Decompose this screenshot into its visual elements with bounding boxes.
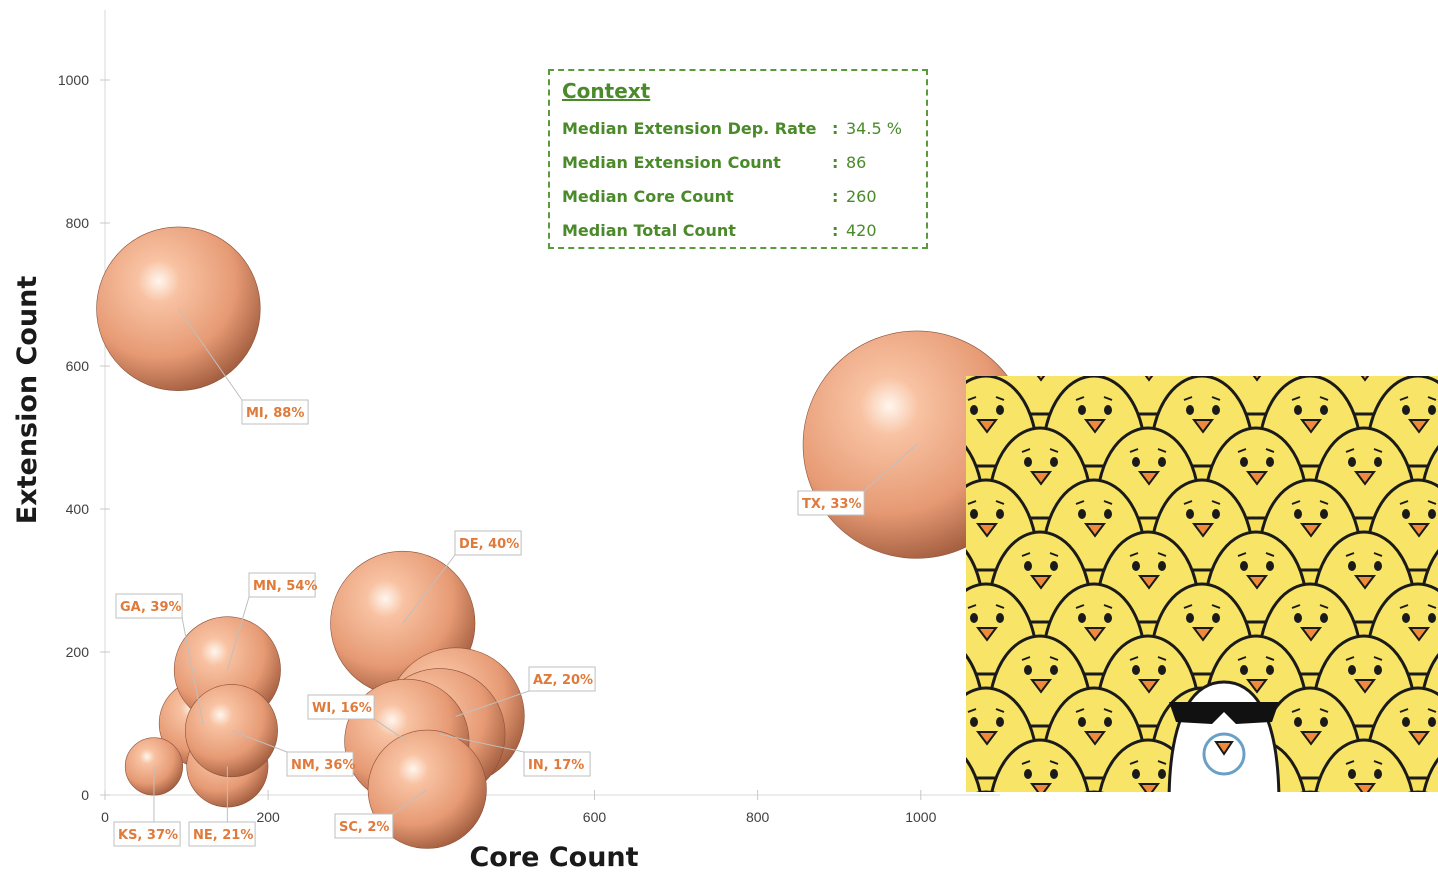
- bubble-label: AZ, 20%: [533, 673, 593, 688]
- bubble-label-box: [523, 751, 591, 777]
- bubble-label-box: [115, 593, 183, 619]
- label-leader-line: [439, 733, 525, 753]
- cool-chick: [1167, 680, 1281, 792]
- context-value: 260: [846, 186, 877, 206]
- bubble-label-box: [241, 399, 309, 425]
- bubble-label-box: [248, 572, 316, 598]
- x-tick-label: 200: [256, 809, 280, 825]
- chick: [1422, 757, 1438, 792]
- sunglasses-icon: [1169, 702, 1279, 724]
- y-tick-label: 0: [81, 787, 89, 803]
- bubble-label-box: [307, 694, 375, 720]
- context-colon: :: [832, 220, 839, 240]
- bubble-label: NE, 21%: [193, 828, 253, 843]
- x-tick-label: 800: [746, 809, 770, 825]
- bubble-label: MI, 88%: [246, 406, 304, 421]
- bubble-labels: MI, 88% TX, 33% DE, 40% MN, 54% GA, 39% AZ, 2…: [113, 308, 918, 847]
- context-title: Context: [562, 79, 651, 103]
- bubble-label-box: [797, 490, 865, 516]
- label-leader-line: [402, 554, 456, 624]
- bubble-label-box: [454, 530, 522, 556]
- bubble-label: KS, 37%: [118, 828, 178, 843]
- context-key: Median Extension Count: [562, 152, 781, 172]
- bubble-label-box: [286, 751, 354, 777]
- context-row-median-total-count: Median Total Count : 420: [562, 213, 914, 247]
- context-row-median-core-count: Median Core Count : 260: [562, 179, 914, 213]
- bubble-label: TX, 33%: [802, 497, 861, 512]
- y-tick-label: 400: [66, 501, 90, 517]
- y-tick-label: 1000: [58, 72, 89, 88]
- bubble-label: SC, 2%: [339, 820, 389, 835]
- label-leader-line: [863, 444, 918, 492]
- label-leader-line: [392, 788, 428, 815]
- bubble-label: NM, 36%: [291, 758, 355, 773]
- context-row-median-ext-rate: Median Extension Dep. Rate : 34.5 %: [562, 111, 914, 145]
- context-row-median-ext-count: Median Extension Count : 86: [562, 145, 914, 179]
- context-colon: :: [832, 118, 839, 138]
- y-axis-title: Extension Count: [12, 276, 43, 525]
- bubble-label: MN, 54%: [253, 579, 317, 594]
- y-tick-label: 800: [66, 215, 90, 231]
- chick-crowd-with-sunglasses-icon: [966, 376, 1438, 792]
- context-value: 86: [846, 152, 867, 172]
- bubble-label: DE, 40%: [459, 537, 519, 552]
- label-leader-line: [231, 730, 288, 753]
- bubble-label: GA, 39%: [120, 600, 182, 615]
- context-colon: :: [832, 152, 839, 172]
- label-leader-line: [226, 596, 250, 671]
- bubble-label-box: [113, 821, 181, 847]
- bubble-label: IN, 17%: [528, 758, 584, 773]
- context-key: Median Core Count: [562, 186, 734, 206]
- chick-illustration: [966, 376, 1438, 792]
- label-leader-line: [373, 718, 408, 742]
- chick: [1314, 738, 1414, 792]
- context-key: Median Extension Dep. Rate: [562, 118, 817, 138]
- x-tick-label: 600: [583, 809, 607, 825]
- context-box: Context Median Extension Dep. Rate : 34.…: [548, 69, 928, 249]
- y-tick-label: 200: [66, 644, 90, 660]
- bubble-label-box: [188, 821, 256, 847]
- context-value: 420: [846, 220, 877, 240]
- context-key: Median Total Count: [562, 220, 736, 240]
- x-tick-label: 0: [101, 809, 109, 825]
- chick: [966, 757, 982, 792]
- label-leader-line: [455, 690, 530, 717]
- context-colon: :: [832, 186, 839, 206]
- y-tick-label: 600: [66, 358, 90, 374]
- x-tick-label: 1000: [905, 809, 936, 825]
- context-value: 34.5 %: [846, 118, 902, 138]
- label-leader-line: [181, 617, 204, 724]
- label-leader-line: [178, 308, 243, 401]
- bubble-label: WI, 16%: [312, 701, 372, 716]
- bubble-label-box: [334, 813, 394, 839]
- chick: [990, 738, 1090, 792]
- bubble-label-box: [528, 666, 596, 692]
- x-axis-title: Core Count: [469, 842, 638, 872]
